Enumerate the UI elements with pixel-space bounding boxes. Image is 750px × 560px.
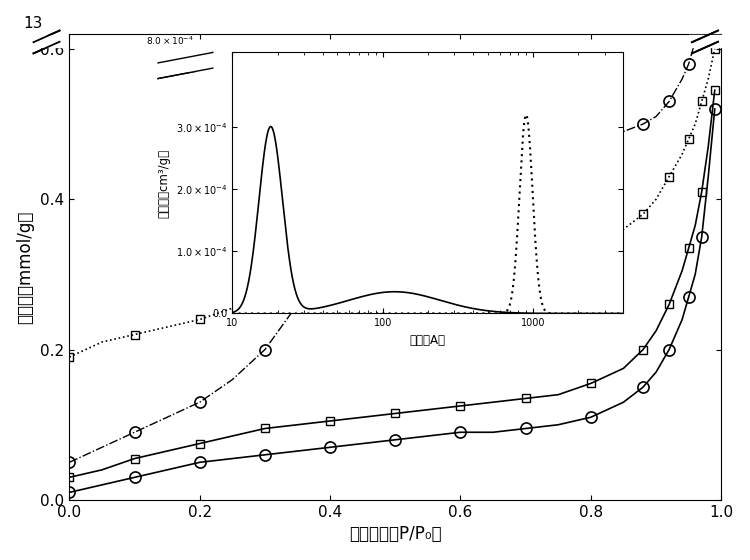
Y-axis label: 吸附量（mmol/g）: 吸附量（mmol/g） — [16, 210, 34, 324]
Bar — [30, 35, 66, 47]
X-axis label: 相对压力（P/P₀）: 相对压力（P/P₀） — [349, 525, 442, 543]
Bar — [688, 35, 724, 47]
Text: 13: 13 — [24, 16, 44, 31]
